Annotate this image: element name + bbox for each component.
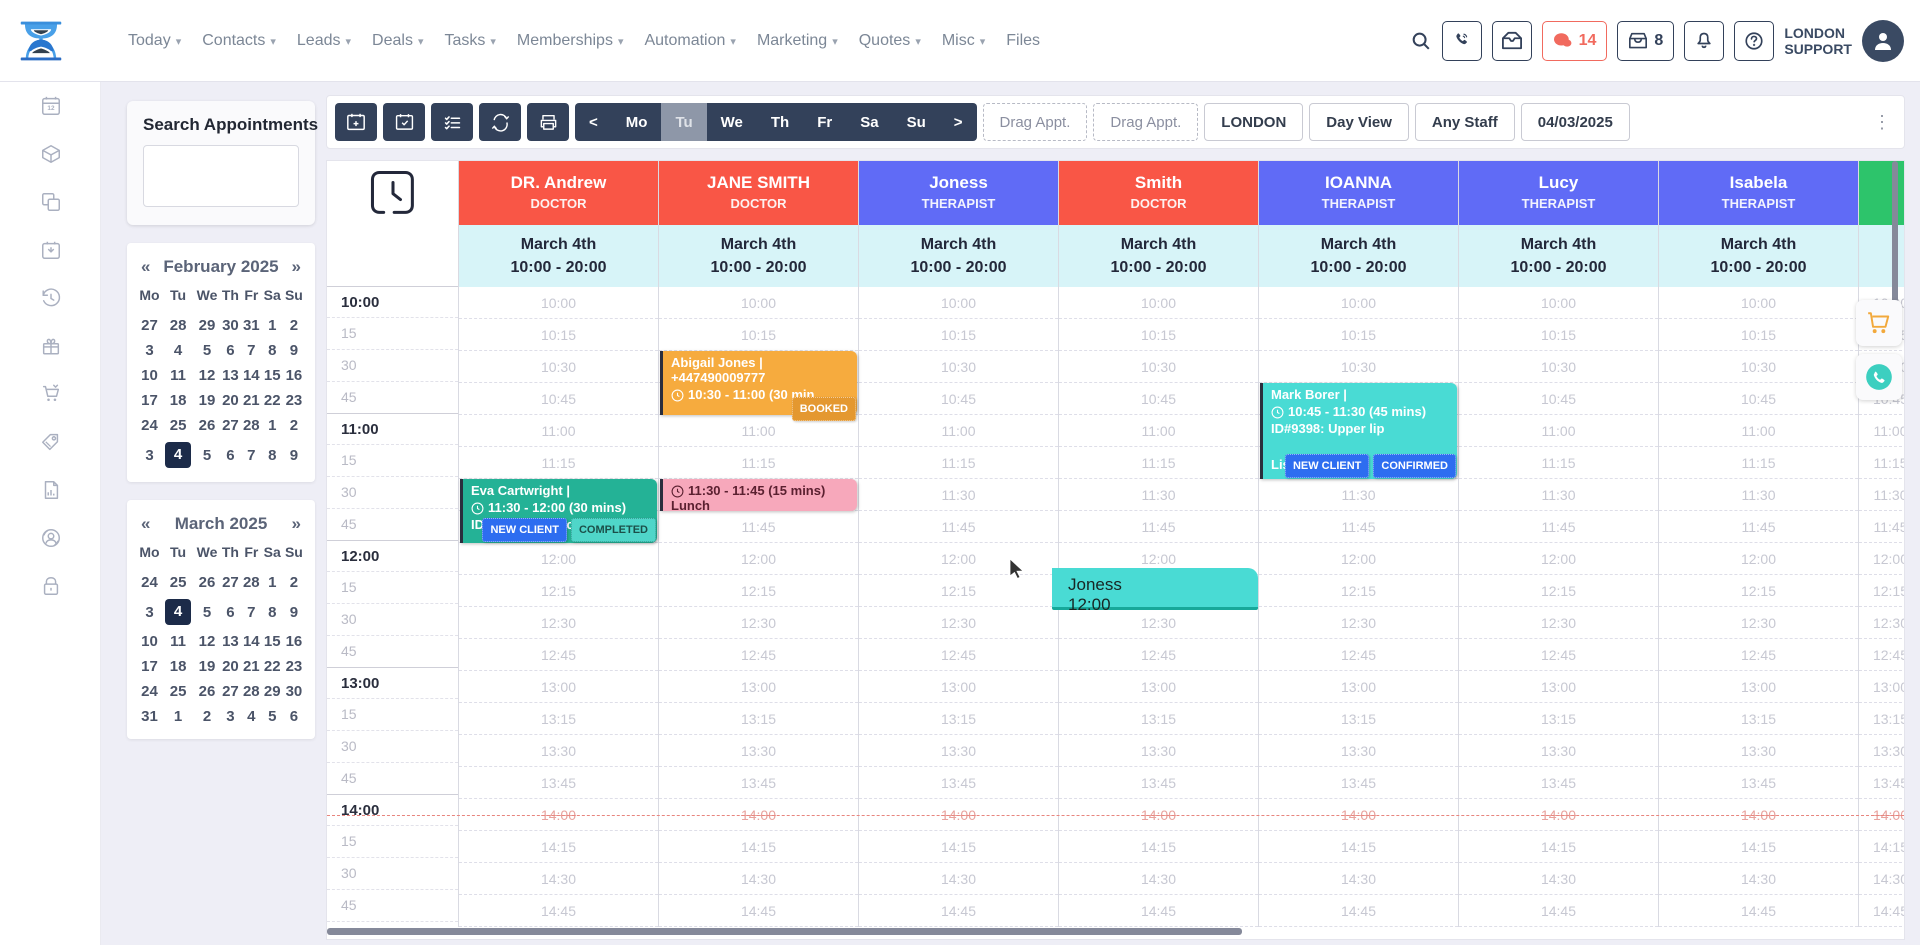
svg-text:12: 12 xyxy=(47,105,55,112)
